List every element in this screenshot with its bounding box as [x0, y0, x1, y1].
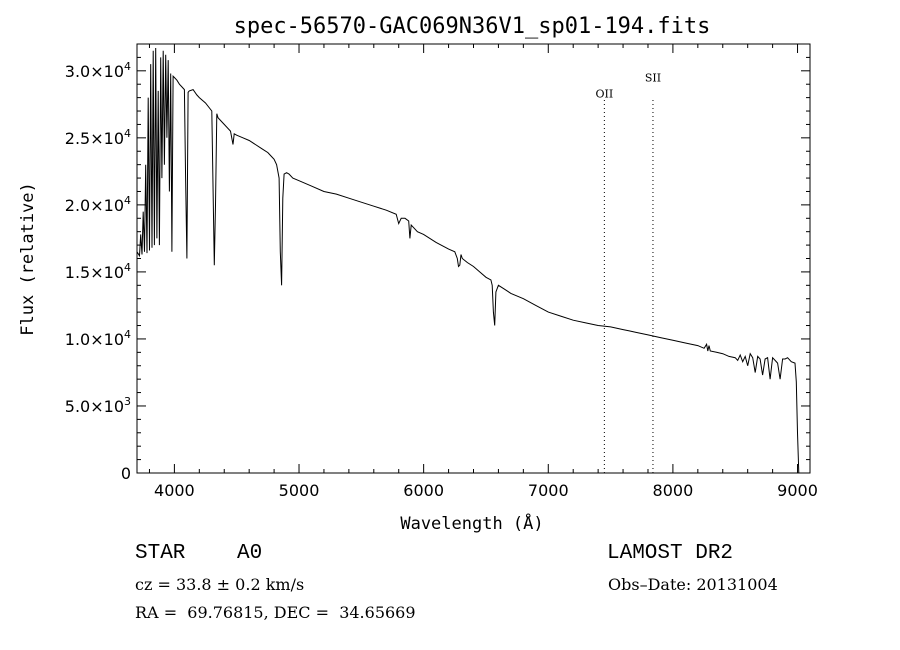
x-tick-label: 4000 — [154, 481, 195, 500]
y-axis-ticks: 0 5.0×103 1.0×104 1.5×104 2.0×104 2.5×104 3.0×… — [65, 43, 810, 483]
y-tick-label: 3.0×104 — [65, 60, 131, 81]
coordinates: RA = 69.76815, DEC = 34.65669 — [135, 603, 416, 622]
velocity-readout: cz = 33.8 ± 0.2 km/s — [135, 575, 305, 594]
x-tick-label: 7000 — [528, 481, 569, 500]
survey-name: LAMOST DR2 — [607, 542, 734, 565]
x-tick-label: 6000 — [403, 481, 444, 500]
y-tick-label: 2.5×104 — [65, 127, 131, 148]
spectral-subclass: A0 — [237, 542, 263, 565]
y-tick-label: 1.5×104 — [65, 261, 131, 282]
y-tick-label: 1.0×104 — [65, 328, 131, 349]
x-tick-label: 8000 — [653, 481, 694, 500]
x-axis-ticks: 4000 5000 6000 7000 8000 9000 — [148, 44, 818, 500]
chart-title: spec-56570-GAC069N36V1_sp01-194.fits — [234, 14, 711, 39]
plot-frame — [136, 43, 811, 474]
spectrum-line — [136, 47, 800, 474]
obs-date: Obs–Date: 20131004 — [608, 575, 778, 594]
x-tick-label: 5000 — [279, 481, 320, 500]
x-axis-label: Wavelength (Å) — [400, 512, 543, 534]
x-tick-label: 9000 — [777, 481, 818, 500]
emission-line-markers: OII SII — [596, 72, 661, 473]
y-axis-label: Flux (relative) — [18, 182, 38, 336]
marker-label: OII — [596, 88, 614, 101]
marker-label: SII — [645, 72, 661, 85]
y-tick-label: 2.0×104 — [65, 194, 131, 215]
y-tick-label: 5.0×103 — [65, 395, 131, 416]
y-tick-label: 0 — [121, 464, 131, 483]
object-type: STAR — [135, 542, 186, 565]
